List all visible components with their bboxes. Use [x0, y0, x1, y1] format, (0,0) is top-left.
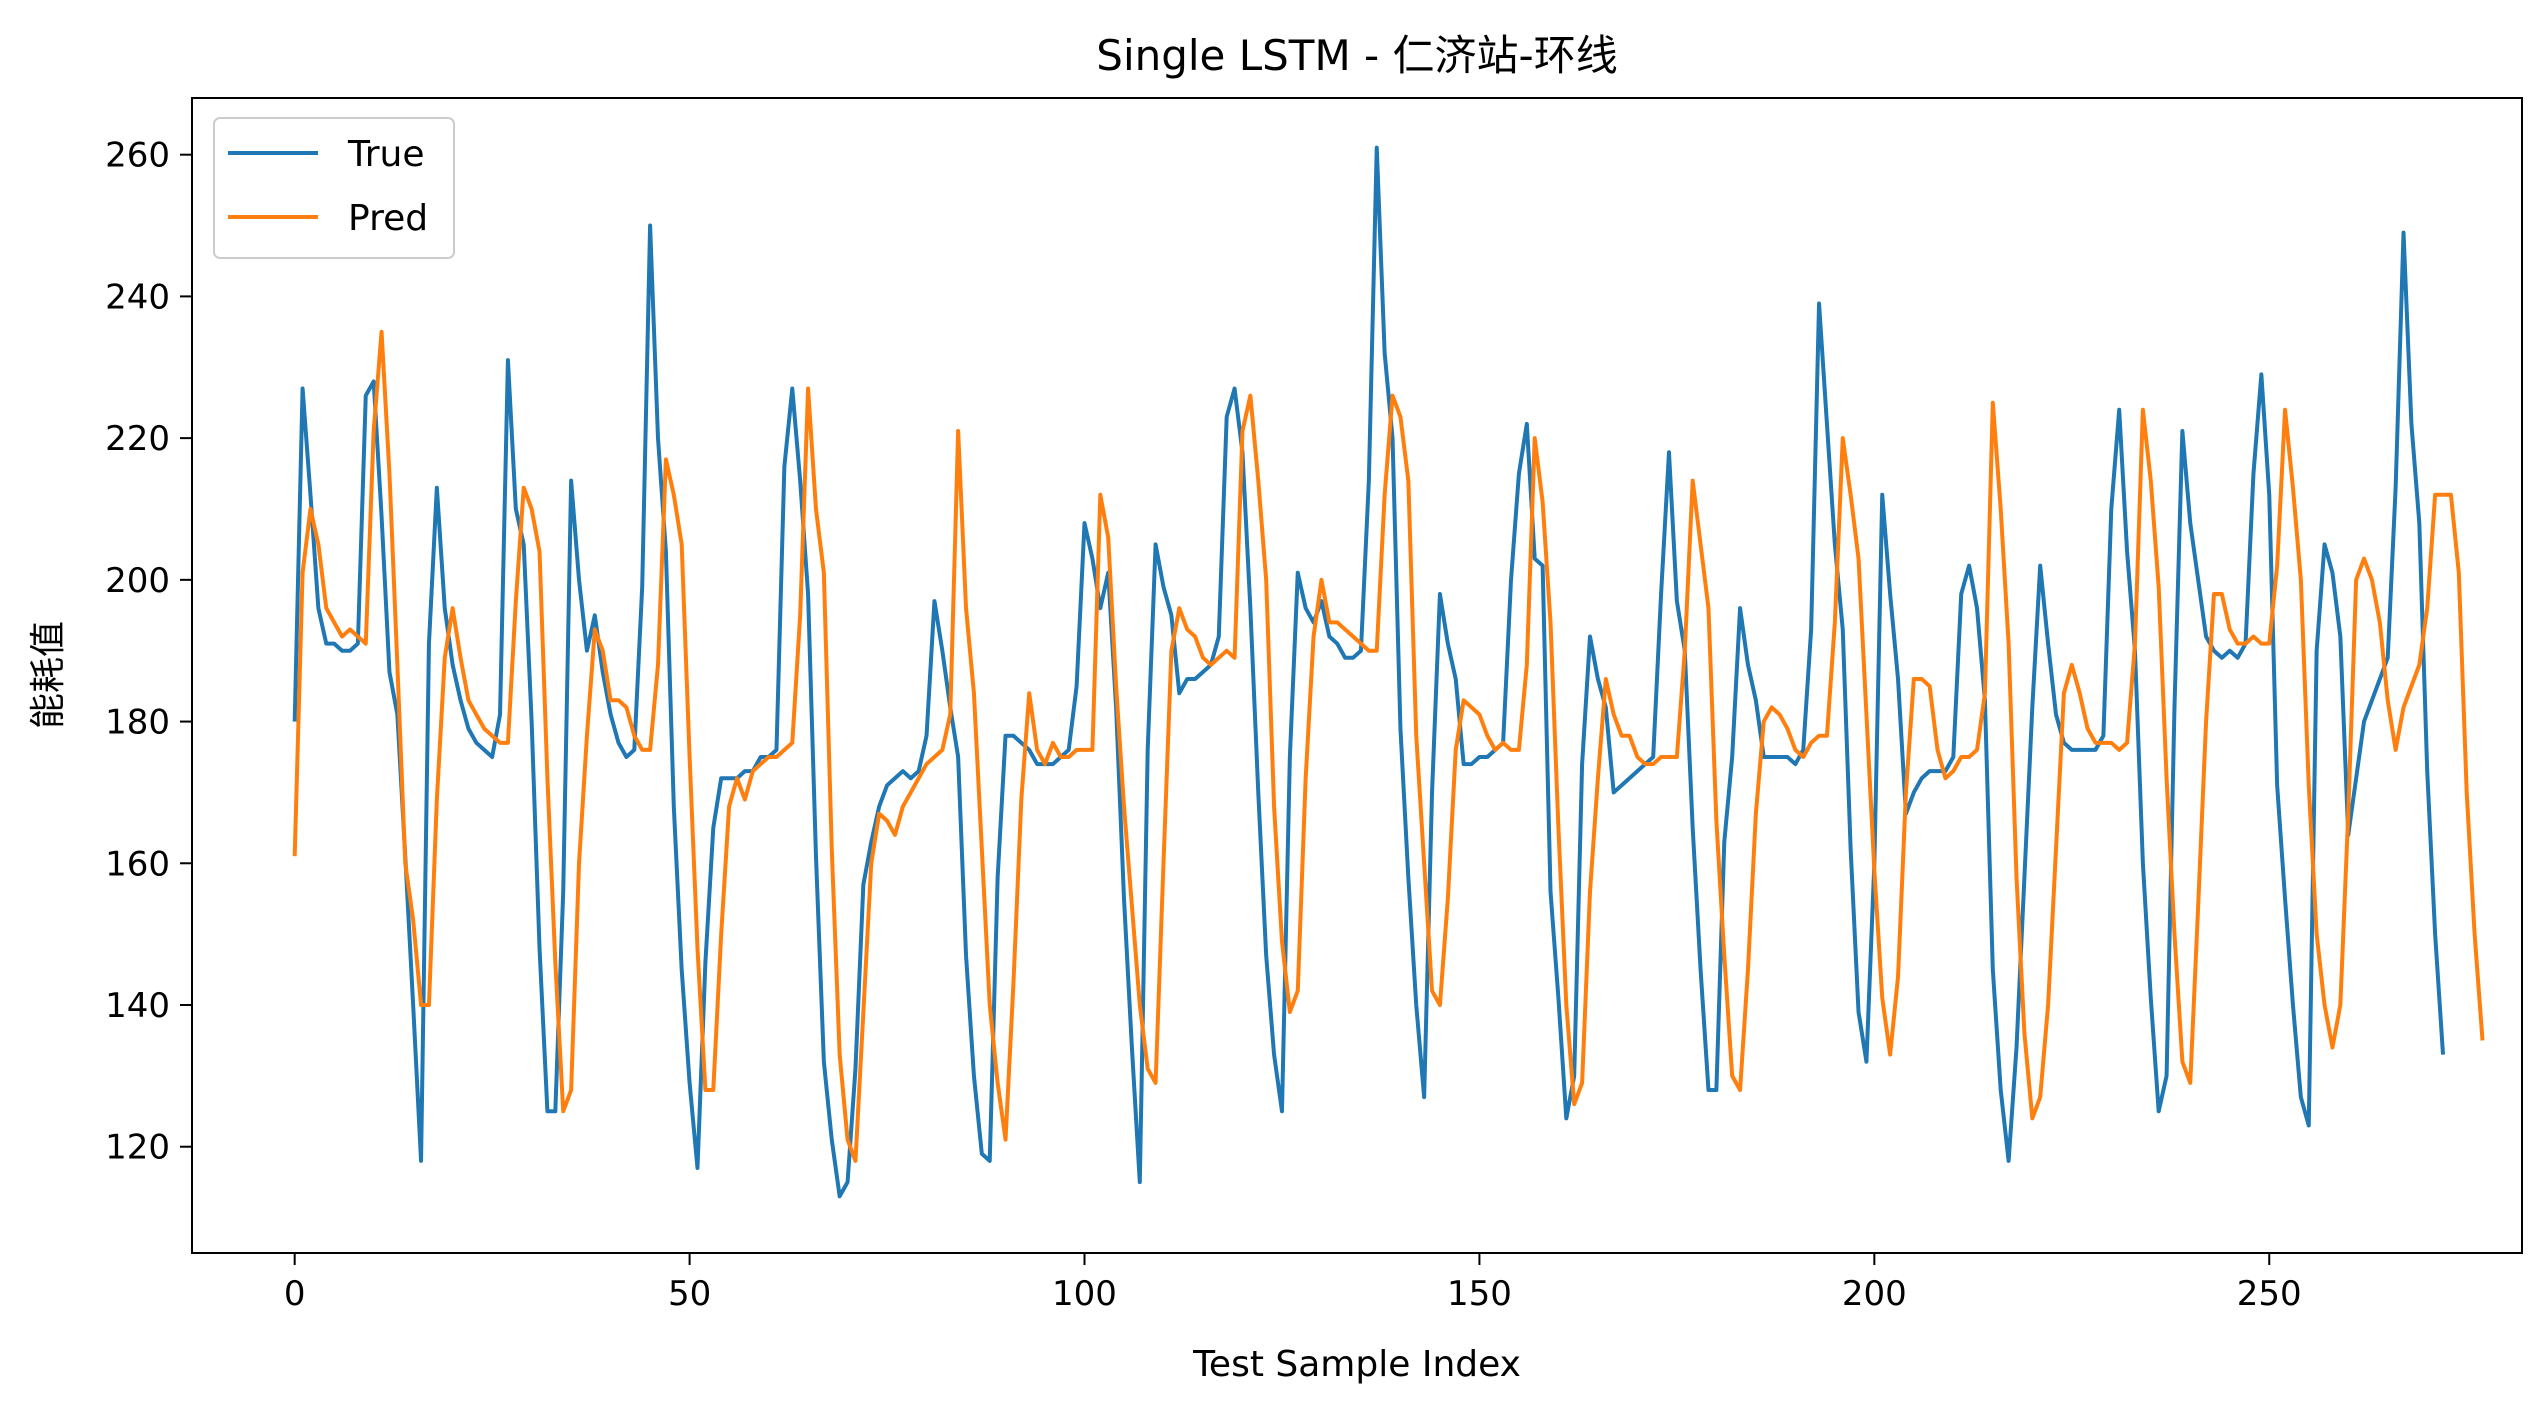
x-axis-label: Test Sample Index [1192, 1344, 1521, 1385]
legend-label-true: True [347, 134, 424, 175]
y-tick-label: 180 [105, 703, 170, 743]
y-axis-label: 能耗值 [28, 621, 69, 729]
y-axis-ticks: 120 140 160 180 200 220 240 260 [105, 136, 192, 1168]
y-tick-label: 200 [105, 561, 170, 601]
y-tick-label: 220 [105, 419, 170, 459]
y-tick-label: 140 [105, 986, 170, 1026]
x-tick-label: 200 [1842, 1274, 1907, 1314]
chart-title: Single LSTM - 仁济站-环线 [1096, 31, 1617, 80]
x-tick-label: 100 [1052, 1274, 1117, 1314]
series-line-true [292, 145, 2446, 1199]
x-tick-label: 150 [1447, 1274, 1512, 1314]
y-tick-label: 160 [105, 844, 170, 884]
series-group [292, 145, 2485, 1199]
x-axis-ticks: 0 50 100 150 200 250 [284, 1253, 2302, 1314]
series-line-pred [292, 329, 2485, 1163]
x-tick-label: 50 [668, 1274, 711, 1314]
plot-area-frame [191, 97, 2523, 1254]
x-tick-label: 250 [2237, 1274, 2302, 1314]
legend-label-pred: Pred [348, 198, 428, 239]
y-tick-label: 240 [105, 277, 170, 317]
x-tick-label: 0 [284, 1274, 306, 1314]
y-tick-label: 120 [105, 1128, 170, 1168]
legend: True Pred [213, 117, 455, 259]
y-tick-label: 260 [105, 136, 170, 176]
